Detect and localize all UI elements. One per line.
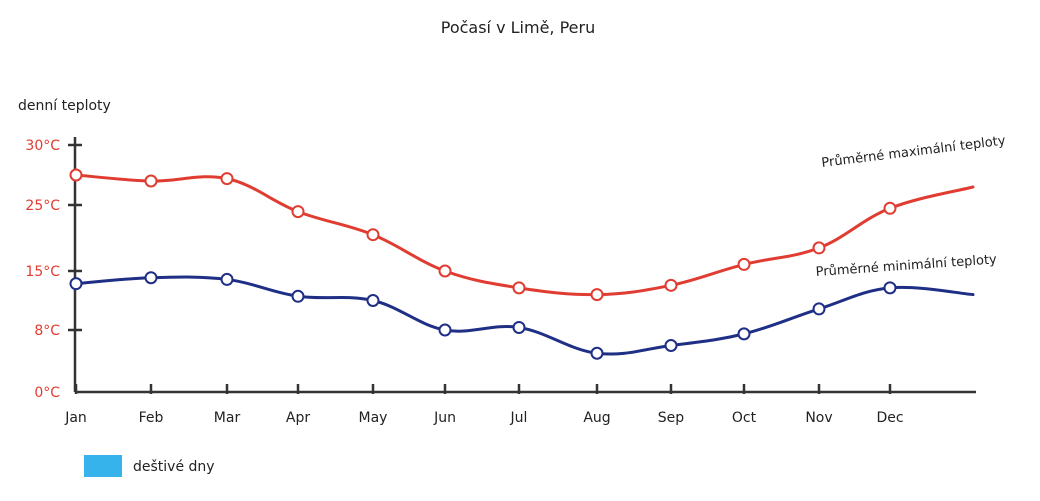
data-point xyxy=(144,174,158,188)
data-point xyxy=(590,346,604,360)
y-tick-label: 8°C xyxy=(34,323,60,339)
data-point xyxy=(812,302,826,316)
x-tick-label: Mar xyxy=(214,410,241,426)
x-tick-label: Sep xyxy=(658,410,685,426)
data-point xyxy=(883,281,897,295)
data-point xyxy=(69,168,83,182)
legend-label: deštivé dny xyxy=(133,459,215,475)
series-label: Průměrné minimální teploty xyxy=(815,252,997,280)
series-labels: Průměrné maximální teploty Průměrné minim… xyxy=(815,133,1006,280)
x-tick-label: May xyxy=(359,410,388,426)
data-point xyxy=(291,205,305,219)
data-point xyxy=(438,264,452,278)
y-tick-label: 0°C xyxy=(34,385,60,401)
data-point xyxy=(664,278,678,292)
data-point xyxy=(512,281,526,295)
data-point xyxy=(220,172,234,186)
data-point xyxy=(438,323,452,337)
axes: 0°C 8°C 15°C 25°C 30°C Jan Feb Mar Apr May Jun Jul A… xyxy=(25,137,976,426)
data-point xyxy=(291,289,305,303)
series-points xyxy=(69,168,897,360)
x-tick-label: Jan xyxy=(64,410,87,426)
y-axis-label: denní teploty xyxy=(18,98,111,114)
y-tick-label: 15°C xyxy=(25,264,60,280)
y-tick-label: 25°C xyxy=(25,198,60,214)
x-tick-label: Apr xyxy=(286,410,310,426)
data-point xyxy=(737,327,751,341)
data-point xyxy=(144,271,158,285)
data-point xyxy=(883,201,897,215)
y-tick-label: 30°C xyxy=(25,138,60,154)
chart-title: Počasí v Limě, Peru xyxy=(441,18,596,37)
data-point xyxy=(366,228,380,242)
x-tick-label: Oct xyxy=(732,410,757,426)
data-point xyxy=(512,320,526,334)
x-tick-label: Nov xyxy=(805,410,832,426)
data-point xyxy=(737,257,751,271)
data-point xyxy=(220,272,234,286)
data-point xyxy=(590,288,604,302)
x-tick-label: Aug xyxy=(583,410,610,426)
series-label: Průměrné maximální teploty xyxy=(821,133,1007,170)
legend-swatch xyxy=(84,455,122,477)
data-point xyxy=(366,294,380,307)
x-tick-label: Feb xyxy=(139,410,164,426)
data-point xyxy=(69,277,83,291)
x-tick-label: Dec xyxy=(876,410,903,426)
x-tick-label: Jul xyxy=(510,410,528,426)
data-point xyxy=(664,339,678,352)
data-point xyxy=(812,241,826,255)
legend: deštivé dny xyxy=(84,455,215,477)
x-tick-label: Jun xyxy=(433,410,456,426)
